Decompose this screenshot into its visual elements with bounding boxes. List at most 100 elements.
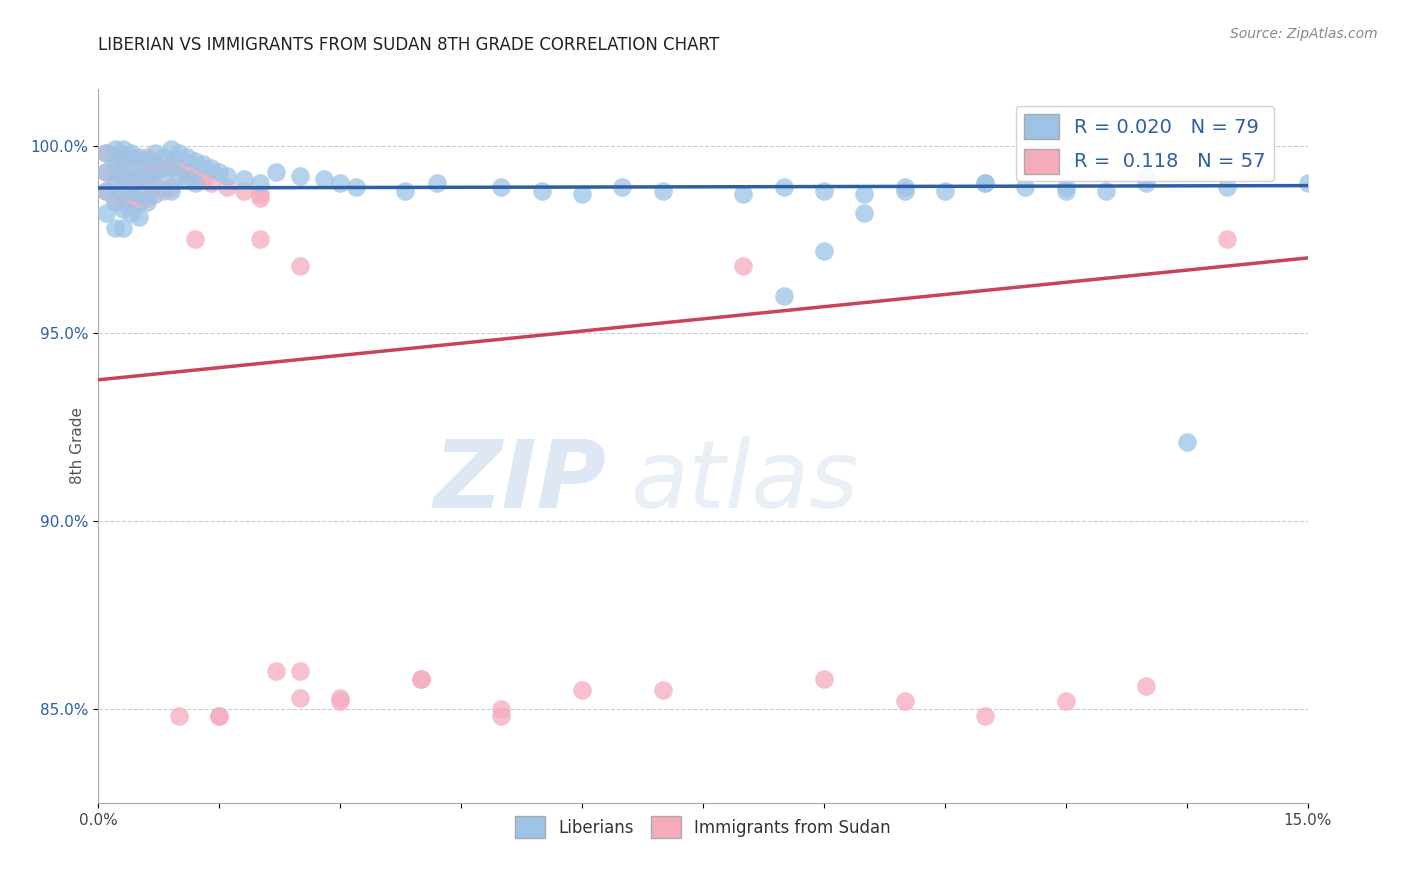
Point	[184, 153, 207, 168]
Point	[128, 169, 150, 183]
Point	[135, 150, 157, 164]
Point	[160, 184, 183, 198]
Point	[184, 169, 207, 183]
Point	[120, 191, 142, 205]
Point	[167, 709, 190, 723]
Point	[232, 172, 254, 186]
Point	[152, 161, 174, 175]
Point	[111, 202, 134, 217]
Point	[135, 169, 157, 183]
Point	[409, 672, 432, 686]
Point	[176, 150, 198, 164]
Point	[120, 184, 142, 198]
Point	[491, 709, 513, 723]
Point	[128, 194, 150, 209]
Point	[249, 176, 271, 190]
Point	[176, 172, 198, 186]
Point	[143, 179, 166, 194]
Point	[135, 191, 157, 205]
Point	[160, 142, 183, 156]
Point	[1216, 232, 1239, 246]
Point	[143, 165, 166, 179]
Y-axis label: 8th Grade: 8th Grade	[69, 408, 84, 484]
Point	[143, 187, 166, 202]
Point	[208, 165, 231, 179]
Point	[103, 176, 125, 190]
Point	[103, 221, 125, 235]
Point	[409, 672, 432, 686]
Point	[1014, 179, 1036, 194]
Point	[160, 179, 183, 194]
Point	[96, 165, 118, 179]
Point	[1135, 679, 1157, 693]
Point	[217, 179, 239, 194]
Point	[193, 172, 215, 186]
Point	[208, 709, 231, 723]
Point	[853, 187, 876, 202]
Point	[813, 244, 835, 258]
Point	[232, 184, 254, 198]
Point	[217, 169, 239, 183]
Point	[288, 665, 311, 679]
Point	[264, 165, 287, 179]
Point	[893, 184, 915, 198]
Point	[733, 259, 755, 273]
Point	[103, 194, 125, 209]
Point	[184, 232, 207, 246]
Point	[111, 194, 134, 209]
Point	[152, 150, 174, 164]
Point	[143, 157, 166, 171]
Point	[249, 187, 271, 202]
Point	[167, 169, 190, 183]
Point	[200, 176, 222, 190]
Text: LIBERIAN VS IMMIGRANTS FROM SUDAN 8TH GRADE CORRELATION CHART: LIBERIAN VS IMMIGRANTS FROM SUDAN 8TH GR…	[98, 36, 720, 54]
Point	[128, 153, 150, 168]
Point	[571, 683, 593, 698]
Point	[1175, 435, 1198, 450]
Point	[152, 184, 174, 198]
Point	[288, 259, 311, 273]
Point	[103, 191, 125, 205]
Point	[160, 157, 183, 171]
Text: ZIP: ZIP	[433, 435, 606, 528]
Point	[491, 702, 513, 716]
Point	[120, 150, 142, 164]
Point	[111, 221, 134, 235]
Point	[200, 161, 222, 175]
Point	[143, 146, 166, 161]
Point	[329, 694, 352, 708]
Point	[1095, 184, 1118, 198]
Point	[96, 146, 118, 161]
Point	[853, 206, 876, 220]
Point	[934, 184, 956, 198]
Point	[120, 206, 142, 220]
Point	[733, 187, 755, 202]
Point	[1216, 179, 1239, 194]
Point	[974, 709, 997, 723]
Point	[264, 665, 287, 679]
Point	[571, 187, 593, 202]
Point	[651, 683, 673, 698]
Point	[103, 169, 125, 183]
Point	[167, 161, 190, 175]
Point	[120, 169, 142, 183]
Point	[96, 206, 118, 220]
Point	[135, 172, 157, 186]
Point	[135, 153, 157, 168]
Point	[135, 194, 157, 209]
Point	[612, 179, 634, 194]
Point	[1054, 179, 1077, 194]
Point	[491, 179, 513, 194]
Point	[426, 176, 449, 190]
Point	[208, 709, 231, 723]
Point	[96, 165, 118, 179]
Point	[344, 179, 367, 194]
Point	[974, 176, 997, 190]
Point	[813, 184, 835, 198]
Point	[120, 165, 142, 179]
Point	[128, 210, 150, 224]
Point	[1135, 176, 1157, 190]
Point	[111, 153, 134, 168]
Point	[288, 169, 311, 183]
Point	[893, 179, 915, 194]
